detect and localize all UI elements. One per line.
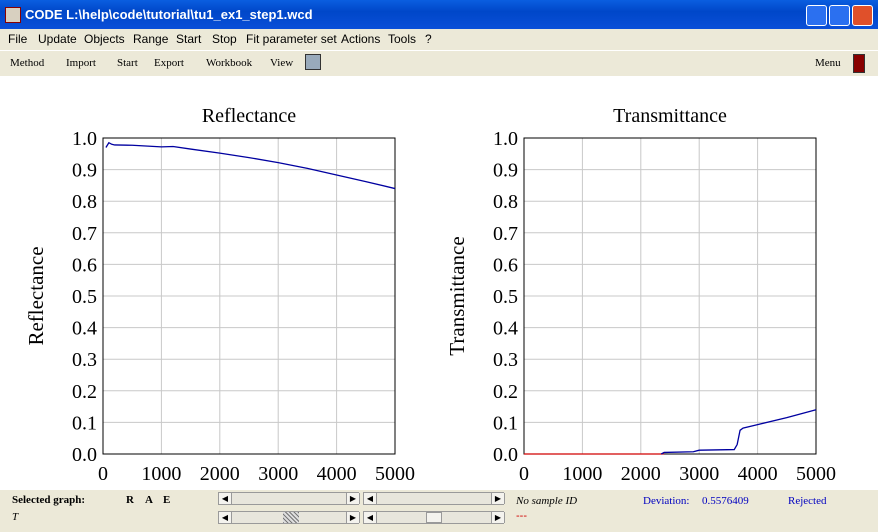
x-tick-label: 4000 [738, 463, 778, 485]
x-tick-label: 0 [98, 463, 108, 485]
toolbar: Menu Method Import Start Export Workbook View [0, 50, 878, 75]
menu-item[interactable]: Tools [388, 32, 417, 46]
scrollbar[interactable]: ◀ ▶ [218, 511, 360, 524]
minimize-button[interactable] [806, 5, 827, 26]
window-title: CODE L:\help\code\tutorial\tu1_ex1_step1… [25, 7, 313, 22]
title-bar: CODE L:\help\code\tutorial\tu1_ex1_step1… [0, 0, 878, 29]
status-marker: --- [516, 510, 527, 522]
toolbar-item[interactable]: Method [10, 57, 45, 69]
app-icon [5, 7, 21, 23]
chart-area: 0.0 0.1 0.2 0.3 0.4 0.5 0.6 0.7 0.8 0.9 1.0 0 1000 20… [0, 76, 878, 490]
y-tick-label: 1.0 [72, 128, 97, 150]
menu-item[interactable]: Stop [212, 32, 237, 46]
selected-graph-label: Selected graph: [12, 494, 86, 506]
menu-item[interactable]: Objects [84, 32, 125, 46]
y-tick-label: 0.5 [493, 286, 518, 308]
y-tick-label: 0.3 [72, 349, 97, 371]
scroll-arrow[interactable]: ▶ [346, 512, 360, 523]
x-tick-label: 3000 [258, 463, 298, 485]
scroll-thumb[interactable] [426, 512, 442, 523]
x-tick-label: 5000 [796, 463, 836, 485]
scrollbar[interactable]: ◀ ▶ [218, 492, 360, 505]
y-tick-label: 0.8 [493, 191, 518, 213]
data-line [105, 141, 396, 190]
y-tick-label: 0.9 [493, 160, 518, 182]
y-axis-label: Transmittance [445, 236, 469, 355]
y-tick-label: 0.9 [72, 160, 97, 182]
x-tick-label: 5000 [375, 463, 415, 485]
current-graph: T [12, 511, 19, 523]
y-tick-label: 0.6 [72, 254, 97, 276]
x-tick-label: 1000 [141, 463, 181, 485]
data-line [660, 409, 817, 455]
plot-frame [102, 137, 396, 455]
y-tick-label: 0.8 [72, 191, 97, 213]
chart-title: Transmittance [613, 105, 727, 127]
y-axis-label: Reflectance [24, 246, 48, 345]
x-tick-label: 2000 [621, 463, 661, 485]
toolbar-item[interactable]: Import [66, 57, 96, 69]
scroll-arrow[interactable]: ◀ [219, 493, 232, 504]
scroll-thumb[interactable] [283, 512, 299, 523]
y-tick-label: 0.2 [493, 381, 518, 403]
x-tick-label: 4000 [317, 463, 357, 485]
graph-option[interactable]: A [145, 494, 153, 506]
x-tick-label: 2000 [200, 463, 240, 485]
toolbar-item[interactable]: Export [154, 57, 184, 69]
y-tick-label: 0.1 [72, 412, 97, 434]
scroll-arrow[interactable]: ◀ [219, 512, 232, 523]
toolbar-item[interactable]: View [270, 57, 294, 69]
y-tick-label: 0.7 [72, 223, 97, 245]
scroll-arrow[interactable]: ◀ [364, 493, 377, 504]
chart-title: Reflectance [202, 105, 296, 127]
y-tick-label: 1.0 [493, 128, 518, 150]
scroll-arrow[interactable]: ▶ [491, 512, 505, 523]
menu-item[interactable]: Update [38, 32, 77, 46]
deviation-value: 0.5576409 [702, 495, 749, 507]
y-tick-label: 0.0 [493, 444, 518, 466]
view-icon[interactable] [305, 54, 321, 70]
menu-item[interactable]: File [8, 32, 28, 46]
y-tick-label: 0.3 [493, 349, 518, 371]
menu-item[interactable]: Fit parameter set [246, 32, 337, 46]
menu-item[interactable]: Range [133, 32, 169, 46]
y-tick-label: 0.1 [493, 412, 518, 434]
menu-item[interactable]: Actions [341, 32, 381, 46]
scrollbar[interactable]: ◀ ▶ [363, 492, 505, 505]
sample-id: No sample ID [516, 495, 578, 507]
close-button[interactable] [852, 5, 873, 26]
menu-item[interactable]: ? [425, 32, 432, 46]
y-tick-label: 0.7 [493, 223, 518, 245]
scroll-arrow[interactable]: ◀ [364, 512, 377, 523]
y-tick-label: 0.2 [72, 381, 97, 403]
menu-item[interactable]: Start [176, 32, 202, 46]
graph-option[interactable]: E [163, 494, 171, 506]
graph-option[interactable]: R [126, 494, 134, 506]
y-tick-label: 0.5 [72, 286, 97, 308]
x-tick-label: 1000 [562, 463, 602, 485]
toolbar-item[interactable]: Workbook [206, 57, 253, 69]
menu-bar: File Update Objects Range Start Stop Fit param… [0, 29, 878, 49]
fit-result: Rejected [788, 495, 827, 507]
menu-icon[interactable] [853, 54, 865, 73]
x-tick-label: 0 [519, 463, 529, 485]
status-bar: Selected graph: R A E T ◀ ▶ ◀ ▶ ◀ ▶ ◀ ▶ No s… [0, 490, 878, 532]
maximize-button[interactable] [829, 5, 850, 26]
x-tick-label: 3000 [679, 463, 719, 485]
y-tick-label: 0.4 [72, 318, 97, 340]
toolbar-item[interactable]: Start [117, 57, 138, 69]
y-tick-label: 0.6 [493, 254, 518, 276]
scroll-arrow[interactable]: ▶ [491, 493, 505, 504]
y-tick-label: 0.4 [493, 318, 518, 340]
y-tick-label: 0.0 [72, 444, 97, 466]
deviation-label: Deviation: [643, 495, 690, 507]
scrollbar[interactable]: ◀ ▶ [363, 511, 505, 524]
scroll-arrow[interactable]: ▶ [346, 493, 360, 504]
plot-frame [523, 137, 817, 455]
toolbar-item[interactable]: Menu [815, 57, 841, 69]
